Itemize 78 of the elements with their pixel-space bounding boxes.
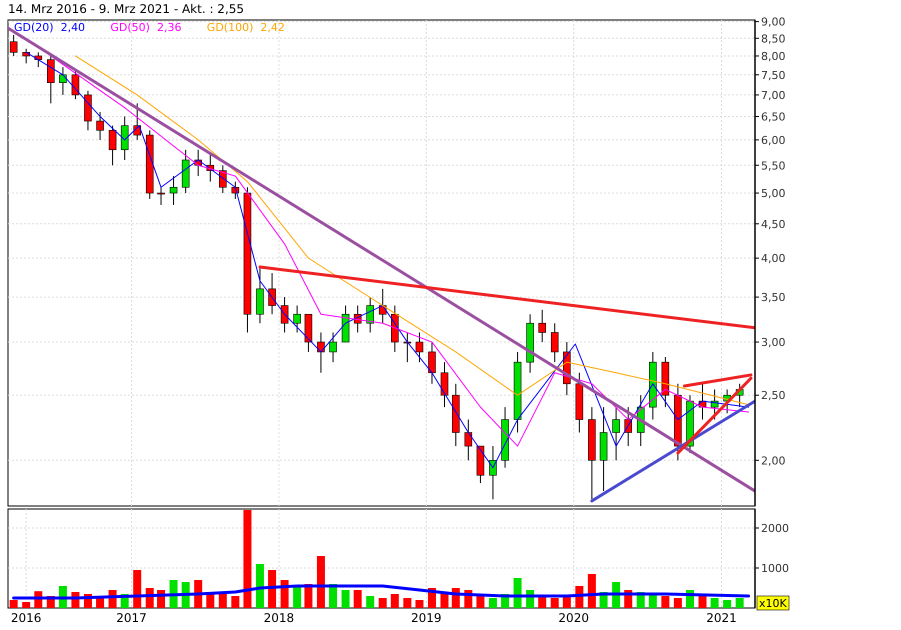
bar	[354, 590, 362, 608]
bar	[403, 598, 412, 608]
candlestick	[157, 186, 165, 206]
text: GD(50) 2,36	[110, 21, 182, 34]
x-tick-label: 2017	[116, 611, 147, 625]
bar	[550, 598, 559, 608]
chart-title: 14. Mrz 2016 - 9. Mrz 2021 - Akt. : 2,55	[8, 2, 244, 16]
y-tick-label: 7,50	[761, 68, 786, 82]
bar	[342, 590, 350, 608]
candlestick	[538, 309, 546, 343]
bar	[710, 598, 719, 608]
candlestick	[96, 112, 104, 140]
candlestick	[464, 419, 472, 461]
candlestick	[59, 66, 67, 96]
candlestick	[329, 332, 337, 363]
y-tick-label: 2,00	[761, 454, 786, 468]
bar	[698, 596, 707, 608]
bar	[736, 598, 744, 608]
x-tick-label: 2020	[558, 611, 589, 625]
bar	[293, 586, 302, 608]
candlestick	[428, 342, 436, 384]
bar	[488, 598, 497, 608]
candlestick	[268, 272, 276, 315]
candlestick	[108, 125, 116, 166]
bar	[316, 556, 325, 608]
bar	[723, 600, 732, 608]
candlestick	[72, 70, 80, 100]
bar	[10, 600, 18, 608]
candlestick	[317, 332, 325, 374]
bar	[268, 570, 276, 608]
candlestick	[280, 296, 288, 333]
y-tick-label: 6,50	[761, 110, 786, 124]
candlestick	[612, 406, 620, 461]
text: GD(100) 2,42	[206, 21, 285, 34]
bar	[243, 510, 252, 608]
y-tick-label: 4,50	[761, 218, 786, 231]
x-tick-label: 2018	[264, 611, 294, 625]
bar	[256, 564, 264, 608]
x-tick-label: 2016	[10, 611, 42, 625]
text: GD(20) 2,40	[14, 21, 86, 34]
bar	[674, 598, 682, 608]
candlestick	[416, 332, 424, 363]
y-tick-label: 6,00	[761, 134, 786, 147]
y-tick-label: 5,00	[761, 187, 786, 200]
bar	[218, 594, 227, 608]
bar	[133, 570, 142, 608]
bar	[390, 594, 399, 608]
y-tick-label: 3,00	[761, 336, 786, 350]
bar	[415, 600, 424, 608]
bar	[476, 596, 484, 608]
candlestick	[47, 55, 55, 104]
y-tick-label: 2000	[761, 522, 789, 535]
y-tick-label: 4,00	[761, 252, 786, 266]
candlestick	[550, 322, 559, 363]
y-tick-label: 1000	[761, 562, 789, 575]
y-tick-label: 2,50	[761, 389, 786, 402]
y-tick-label: 9,00	[761, 16, 786, 29]
bar	[366, 596, 374, 608]
candlestick	[293, 305, 301, 333]
x-tick-label: 2021	[706, 611, 737, 625]
bar	[378, 598, 387, 608]
y-tick-label: 8,00	[761, 50, 786, 63]
bar	[231, 596, 240, 608]
bar	[661, 596, 670, 608]
y-tick-label: 8,50	[761, 32, 786, 46]
candlestick	[489, 446, 497, 500]
candlestick	[440, 362, 448, 408]
y-tick-label: 7,00	[761, 88, 786, 102]
bar	[22, 602, 30, 608]
candlestick	[170, 176, 178, 206]
bar	[588, 574, 596, 608]
y-tick-label: 5,50	[761, 159, 786, 172]
line-series	[12, 584, 750, 600]
y-axis-title: x10K	[759, 597, 788, 610]
y-tick-label: 3,50	[761, 291, 786, 304]
bar	[514, 578, 522, 608]
x-tick-label: 2019	[411, 611, 442, 625]
candlestick	[404, 332, 412, 363]
